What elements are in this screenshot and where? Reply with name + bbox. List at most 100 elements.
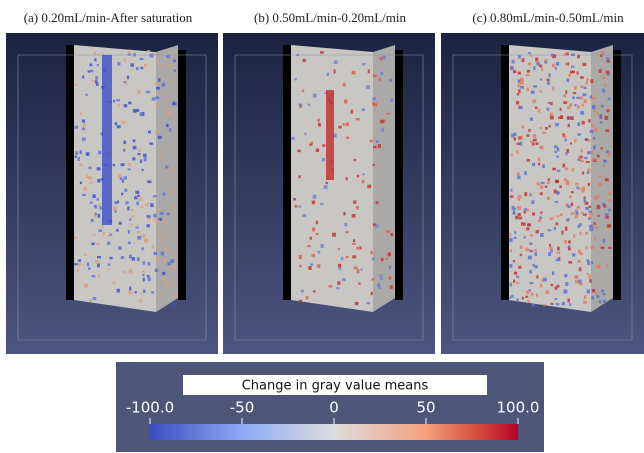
- speckle: [315, 148, 320, 152]
- speckle: [557, 191, 560, 194]
- speckle: [101, 52, 105, 55]
- speckle: [135, 190, 140, 194]
- speckle: [562, 135, 567, 138]
- speckle: [355, 118, 360, 121]
- speckle: [551, 271, 555, 276]
- speckle: [521, 296, 524, 300]
- speckle: [519, 253, 523, 257]
- speckle: [138, 197, 143, 202]
- speckle: [147, 217, 151, 220]
- speckle: [120, 192, 124, 196]
- speckle: [549, 246, 553, 250]
- speckle: [161, 64, 165, 69]
- speckle: [526, 69, 530, 73]
- speckle: [540, 181, 545, 185]
- speckle: [359, 246, 362, 250]
- speckle: [140, 292, 143, 295]
- speckle: [602, 159, 606, 163]
- speckle: [589, 95, 593, 99]
- speckle: [151, 97, 156, 101]
- speckle: [519, 86, 524, 89]
- speckle: [530, 90, 535, 94]
- speckle: [85, 93, 88, 96]
- speckle: [361, 63, 366, 66]
- frame: [17, 54, 207, 341]
- speckle: [605, 57, 610, 60]
- speckle: [556, 215, 559, 218]
- speckle: [91, 79, 95, 82]
- speckle: [336, 287, 340, 290]
- speckle: [318, 122, 321, 127]
- speckle: [539, 78, 543, 81]
- speckle: [546, 181, 551, 184]
- speckle: [89, 201, 93, 204]
- speckle: [583, 295, 587, 300]
- speckle: [540, 185, 544, 189]
- speckle: [581, 186, 585, 190]
- speckle: [559, 213, 563, 216]
- speckle: [593, 108, 596, 112]
- speckle: [139, 298, 142, 303]
- speckle: [538, 64, 543, 68]
- speckle: [154, 218, 158, 222]
- speckle: [604, 83, 607, 87]
- speckle: [74, 236, 77, 240]
- speckle: [96, 64, 99, 67]
- speckle: [141, 168, 144, 172]
- speckle: [566, 149, 570, 153]
- speckle: [590, 261, 594, 265]
- speckle: [576, 96, 580, 99]
- speckle: [565, 282, 569, 286]
- speckle: [583, 156, 588, 160]
- speckle: [388, 276, 392, 280]
- speckle: [97, 178, 101, 183]
- speckle: [380, 71, 384, 76]
- speckle: [554, 200, 559, 204]
- speckle: [536, 182, 541, 186]
- speckle: [564, 226, 568, 229]
- frame: [234, 54, 424, 341]
- speckle: [120, 163, 125, 167]
- column-side: [156, 45, 178, 312]
- speckle: [538, 157, 541, 162]
- speckle: [566, 78, 570, 83]
- speckle: [514, 231, 517, 234]
- speckle: [529, 249, 534, 253]
- speckle: [130, 63, 134, 67]
- speckle: [588, 216, 592, 219]
- speckle: [596, 112, 599, 116]
- speckle: [583, 196, 586, 199]
- speckle: [511, 59, 515, 64]
- speckle: [568, 205, 571, 209]
- speckle: [123, 176, 127, 180]
- speckle: [510, 153, 513, 157]
- speckle: [521, 58, 525, 62]
- speckle: [556, 147, 560, 152]
- colorbar-ticks: -100.0 -50 0 50 100.0: [126, 399, 539, 424]
- speckle: [141, 112, 145, 117]
- speckle: [163, 94, 167, 99]
- speckle: [160, 251, 165, 256]
- speckle: [142, 273, 145, 277]
- speckle: [151, 244, 155, 249]
- speckle: [569, 303, 572, 306]
- speckle: [136, 257, 140, 262]
- speckle: [107, 263, 111, 266]
- speckle: [79, 150, 82, 154]
- speckle: [169, 68, 172, 71]
- speckle: [125, 201, 129, 205]
- speckle: [577, 249, 581, 254]
- speckle: [578, 282, 583, 286]
- speckle: [173, 293, 177, 297]
- speckle: [343, 99, 348, 104]
- speckle: [167, 110, 172, 115]
- speckle: [112, 281, 116, 284]
- speckle: [598, 174, 602, 178]
- speckle: [509, 282, 513, 287]
- speckle: [326, 72, 330, 76]
- speckle: [298, 205, 302, 208]
- speckle: [598, 182, 602, 186]
- speckle: [328, 285, 333, 288]
- speckle: [542, 304, 546, 307]
- speckle: [135, 109, 140, 112]
